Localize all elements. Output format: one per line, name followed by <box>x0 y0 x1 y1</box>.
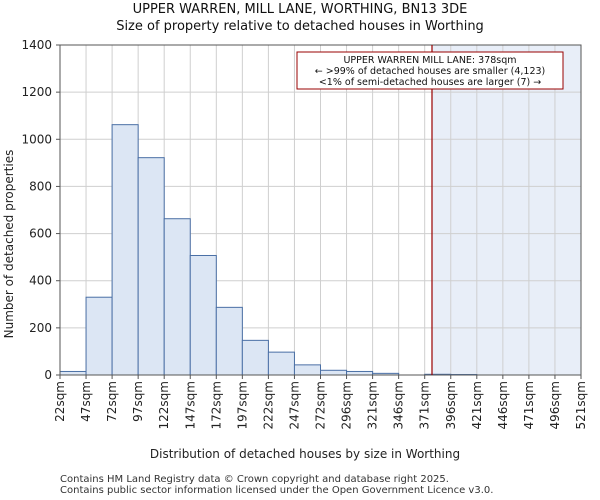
x-tick-label: 471sqm <box>522 381 536 429</box>
bar-272sqm <box>320 369 348 376</box>
x-tick-label: 446sqm <box>496 381 510 429</box>
bar-72sqm <box>111 124 139 376</box>
footer-line-2: Contains public sector information licen… <box>60 485 494 496</box>
x-tick-label: 421sqm <box>470 381 484 429</box>
x-axis-label: Distribution of detached houses by size … <box>150 447 460 461</box>
footer-line-1: Contains HM Land Registry data © Crown c… <box>60 474 449 485</box>
bar-47sqm <box>85 296 113 376</box>
x-tick-label: 521sqm <box>574 381 588 429</box>
x-tick-label: 222sqm <box>261 381 275 429</box>
x-tick-label: 122sqm <box>157 381 171 429</box>
x-tick-label: 272sqm <box>314 381 328 429</box>
x-tick-label: 22sqm <box>53 381 67 422</box>
y-tick-label: 600 <box>29 227 52 241</box>
x-tick-label: 97sqm <box>131 381 145 422</box>
x-tick-label: 346sqm <box>392 381 406 429</box>
x-tick-label: 72sqm <box>105 381 119 422</box>
y-tick-label: 1400 <box>21 38 52 52</box>
y-tick-label: 0 <box>44 368 52 382</box>
x-tick-label: 47sqm <box>79 381 93 422</box>
annotation-box <box>296 51 564 90</box>
bar-247sqm <box>293 364 322 376</box>
y-axis-label: Number of detached properties <box>2 150 16 339</box>
x-tick-label: 247sqm <box>287 381 301 429</box>
x-tick-label: 172sqm <box>209 381 223 429</box>
larger-region-shade <box>431 45 581 375</box>
chart-title: UPPER WARREN, MILL LANE, WORTHING, BN13 … <box>132 2 468 17</box>
bar-222sqm <box>267 351 295 376</box>
bar-22sqm <box>59 370 87 376</box>
y-tick-label: 400 <box>29 274 52 288</box>
x-tick-label: 296sqm <box>340 381 354 429</box>
y-tick-label: 200 <box>29 321 52 335</box>
y-tick-label: 1000 <box>21 132 52 146</box>
y-tick-label: 1200 <box>21 85 52 99</box>
x-tick-label: 147sqm <box>183 381 197 429</box>
x-tick-label: 371sqm <box>418 381 432 429</box>
x-tick-label: 396sqm <box>444 381 458 429</box>
chart-subtitle: Size of property relative to detached ho… <box>116 19 484 34</box>
bar-97sqm <box>137 157 165 376</box>
bar-172sqm <box>215 306 243 376</box>
annotation-line-1: UPPER WARREN MILL LANE: 378sqm <box>343 55 516 66</box>
y-tick-label: 800 <box>29 179 52 193</box>
bar-296sqm <box>346 370 374 376</box>
bar-147sqm <box>189 254 217 376</box>
x-tick-label: 321sqm <box>366 381 380 429</box>
x-tick-label: 496sqm <box>548 381 562 429</box>
bar-197sqm <box>241 339 269 376</box>
x-tick-label: 197sqm <box>235 381 249 429</box>
annotation-line-2: ← >99% of detached houses are smaller (4… <box>315 66 546 77</box>
bar-122sqm <box>163 218 191 376</box>
annotation-line-3: <1% of semi-detached houses are larger (… <box>319 77 541 88</box>
